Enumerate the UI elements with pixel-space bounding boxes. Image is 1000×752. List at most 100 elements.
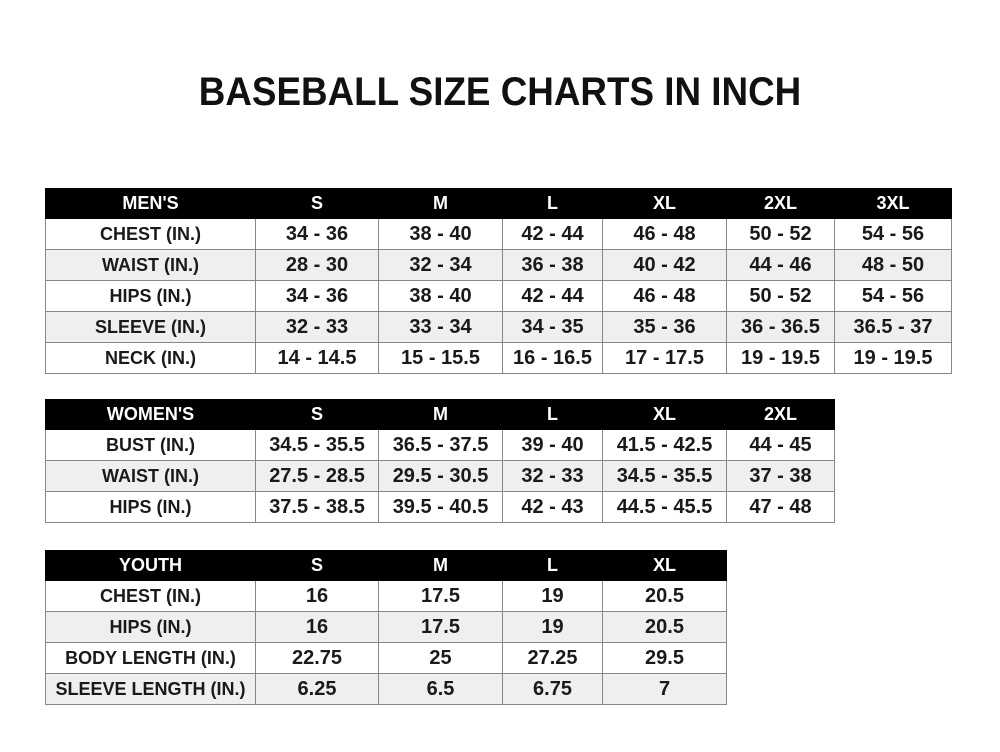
measurement-cell: 27.5 - 28.5 [255,460,379,492]
measurement-cell: 16 [255,580,379,612]
measurement-cell: 37 - 38 [726,460,835,492]
measurement-label: WAIST (IN.) [45,249,256,281]
header-row: MEN'S S M L XL 2XL 3XL [45,188,952,219]
measurement-label: HIPS (IN.) [45,611,256,643]
measurement-label: NECK (IN.) [45,342,256,374]
size-header: S [255,550,379,581]
measurement-cell: 44.5 - 45.5 [602,491,727,523]
measurement-cell: 19 [502,580,603,612]
measurement-cell: 32 - 33 [502,460,603,492]
table-row: HIPS (IN.) 16 17.5 19 20.5 [45,611,727,643]
measurement-cell: 41.5 - 42.5 [602,429,727,461]
measurement-cell: 39.5 - 40.5 [378,491,503,523]
size-header: L [502,550,603,581]
mens-size-table: MEN'S S M L XL 2XL 3XL CHEST (IN.) 34 - 36 38 - 4… [45,188,952,374]
category-header: MEN'S [45,188,256,219]
table-row: SLEEVE LENGTH (IN.) 6.25 6.5 6.75 7 [45,673,727,705]
measurement-cell: 16 [255,611,379,643]
page-title: BASEBALL SIZE CHARTS IN INCH [198,70,802,114]
measurement-cell: 47 - 48 [726,491,835,523]
table-row: BUST (IN.) 34.5 - 35.5 36.5 - 37.5 39 - 40 4… [45,429,835,461]
measurement-cell: 38 - 40 [378,280,503,312]
measurement-cell: 28 - 30 [255,249,379,281]
measurement-cell: 34 - 35 [502,311,603,343]
measurement-cell: 50 - 52 [726,280,835,312]
measurement-cell: 19 - 19.5 [834,342,952,374]
measurement-cell: 6.25 [255,673,379,705]
measurement-cell: 36.5 - 37.5 [378,429,503,461]
measurement-cell: 36.5 - 37 [834,311,952,343]
measurement-cell: 16 - 16.5 [502,342,603,374]
measurement-cell: 6.75 [502,673,603,705]
measurement-cell: 54 - 56 [834,280,952,312]
measurement-label: WAIST (IN.) [45,460,256,492]
measurement-cell: 17.5 [378,611,503,643]
table-row: CHEST (IN.) 34 - 36 38 - 40 42 - 44 46 - 48 5… [45,218,952,250]
measurement-label: BUST (IN.) [45,429,256,461]
size-header: L [502,399,603,430]
measurement-cell: 17.5 [378,580,503,612]
category-header: YOUTH [45,550,256,581]
size-header: XL [602,550,727,581]
measurement-cell: 34.5 - 35.5 [255,429,379,461]
measurement-cell: 34 - 36 [255,280,379,312]
measurement-label: BODY LENGTH (IN.) [45,642,256,674]
size-header: S [255,399,379,430]
table-row: NECK (IN.) 14 - 14.5 15 - 15.5 16 - 16.5 17 … [45,342,952,374]
measurement-cell: 37.5 - 38.5 [255,491,379,523]
size-header: 3XL [834,188,952,219]
size-header: S [255,188,379,219]
measurement-cell: 32 - 34 [378,249,503,281]
measurement-cell: 36 - 36.5 [726,311,835,343]
table-row: HIPS (IN.) 37.5 - 38.5 39.5 - 40.5 42 - 43 4… [45,491,835,523]
size-header: M [378,188,503,219]
table-row: WAIST (IN.) 28 - 30 32 - 34 36 - 38 40 - 42 4… [45,249,952,281]
measurement-cell: 42 - 44 [502,218,603,250]
size-header: 2XL [726,399,835,430]
measurement-cell: 15 - 15.5 [378,342,503,374]
measurement-cell: 19 - 19.5 [726,342,835,374]
measurement-cell: 39 - 40 [502,429,603,461]
measurement-cell: 29.5 [602,642,727,674]
measurement-label: SLEEVE (IN.) [45,311,256,343]
measurement-cell: 44 - 46 [726,249,835,281]
table-row: BODY LENGTH (IN.) 22.75 25 27.25 29.5 [45,642,727,674]
measurement-cell: 36 - 38 [502,249,603,281]
measurement-cell: 46 - 48 [602,280,727,312]
measurement-cell: 46 - 48 [602,218,727,250]
measurement-cell: 44 - 45 [726,429,835,461]
size-header: 2XL [726,188,835,219]
measurement-cell: 50 - 52 [726,218,835,250]
measurement-cell: 34 - 36 [255,218,379,250]
measurement-label: HIPS (IN.) [45,491,256,523]
size-header: M [378,399,503,430]
measurement-cell: 34.5 - 35.5 [602,460,727,492]
measurement-cell: 27.25 [502,642,603,674]
category-header: WOMEN'S [45,399,256,430]
header-row: YOUTH S M L XL [45,550,727,581]
womens-size-table: WOMEN'S S M L XL 2XL BUST (IN.) 34.5 - 35.5 36.5… [45,399,835,523]
measurement-cell: 33 - 34 [378,311,503,343]
size-header: L [502,188,603,219]
measurement-cell: 6.5 [378,673,503,705]
table-row: WAIST (IN.) 27.5 - 28.5 29.5 - 30.5 32 - 33… [45,460,835,492]
measurement-cell: 14 - 14.5 [255,342,379,374]
measurement-cell: 40 - 42 [602,249,727,281]
youth-size-table: YOUTH S M L XL CHEST (IN.) 16 17.5 19 20.5 HIPS (I… [45,550,727,705]
size-header: XL [602,188,727,219]
measurement-cell: 29.5 - 30.5 [378,460,503,492]
measurement-cell: 42 - 43 [502,491,603,523]
measurement-cell: 48 - 50 [834,249,952,281]
measurement-cell: 42 - 44 [502,280,603,312]
measurement-cell: 20.5 [602,580,727,612]
size-header: XL [602,399,727,430]
measurement-cell: 20.5 [602,611,727,643]
table-row: CHEST (IN.) 16 17.5 19 20.5 [45,580,727,612]
measurement-cell: 54 - 56 [834,218,952,250]
measurement-cell: 17 - 17.5 [602,342,727,374]
measurement-cell: 7 [602,673,727,705]
table-row: SLEEVE (IN.) 32 - 33 33 - 34 34 - 35 35 - 36… [45,311,952,343]
measurement-label: CHEST (IN.) [45,218,256,250]
measurement-cell: 32 - 33 [255,311,379,343]
measurement-cell: 35 - 36 [602,311,727,343]
